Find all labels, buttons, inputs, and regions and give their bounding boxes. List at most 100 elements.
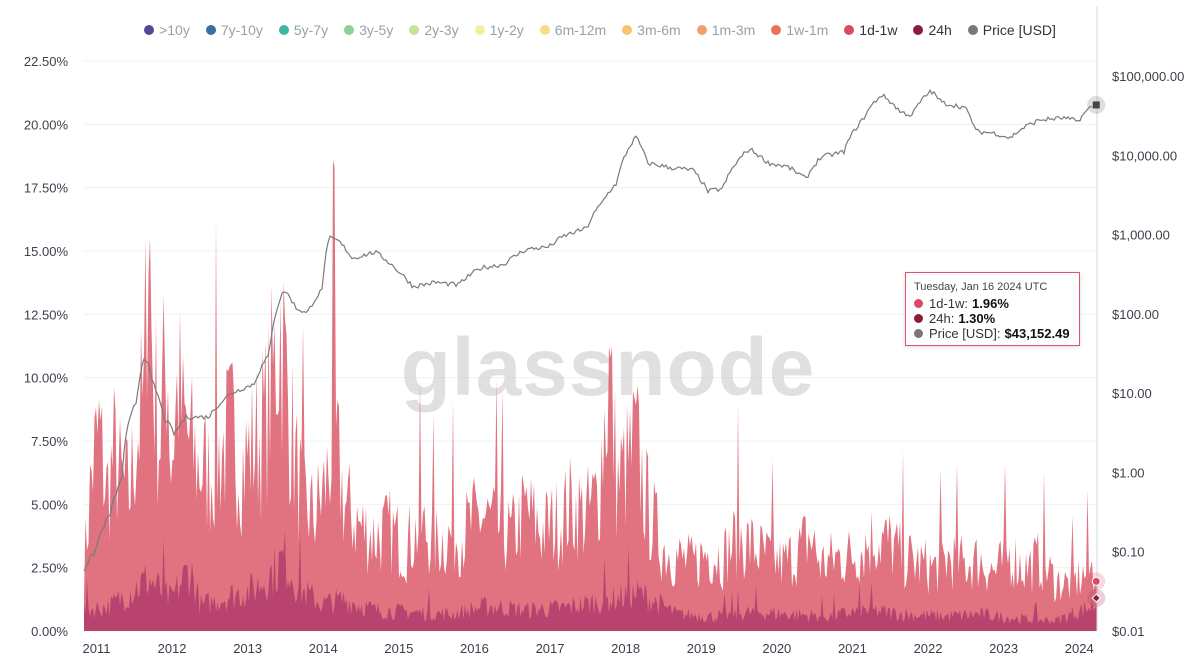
- left-axis-tick: 5.00%: [31, 497, 68, 512]
- watermark: glassnode: [401, 322, 816, 413]
- x-axis-tick: 2024: [1065, 641, 1094, 656]
- left-axis-tick: 17.50%: [24, 181, 69, 196]
- legend-dot: [696, 25, 707, 35]
- legend-item[interactable]: 1m-3m: [696, 22, 756, 38]
- right-axis-tick: $10.00: [1112, 386, 1152, 401]
- x-axis-tick: 2018: [611, 641, 640, 656]
- legend-item[interactable]: 2y-3y: [409, 22, 459, 38]
- legend-item[interactable]: 5y-7y: [278, 22, 329, 38]
- area-series: [84, 160, 1097, 631]
- tooltip-series-value: 1.96%: [972, 296, 1009, 311]
- left-axis-tick: 2.50%: [31, 561, 68, 576]
- left-axis-tick: 20.00%: [24, 117, 69, 132]
- legend-label: 1m-3m: [711, 22, 756, 38]
- legend-label: 3m-6m: [637, 22, 681, 38]
- tooltip-series-name: 24h:: [929, 311, 955, 326]
- area-24h: [84, 530, 1097, 631]
- x-axis-tick: 2023: [989, 641, 1018, 656]
- x-axis-tick: 2022: [914, 641, 943, 656]
- legend-label: 5y-7y: [293, 22, 329, 38]
- x-axis-tick: 2021: [838, 641, 867, 656]
- tooltip-series-value: 1.30%: [958, 311, 996, 326]
- right-axis-tick: $1.00: [1112, 465, 1145, 480]
- legend-label: 7y-10y: [220, 22, 263, 38]
- legend-dot: [622, 25, 633, 35]
- legend: >10y 7y-10y 5y-7y 3y-5y 2y-3y 1y-2y 6m-12m 3m-6…: [0, 18, 1200, 42]
- legend-dot: [144, 25, 155, 35]
- legend-label: Price [USD]: [982, 22, 1056, 38]
- marker-24h: [1091, 593, 1101, 603]
- tooltip-dot: [914, 329, 923, 338]
- left-axis-tick: 0.00%: [31, 624, 68, 639]
- legend-label: 1w-1m: [786, 22, 829, 38]
- legend-dot: [278, 25, 289, 35]
- tooltip-row: 24h: 1.30%: [914, 311, 1079, 326]
- x-axis-tick: 2020: [762, 641, 791, 656]
- right-axis-tick: $100,000.00: [1112, 69, 1184, 84]
- x-axis-tick: 2012: [158, 641, 187, 656]
- tooltip-dot: [914, 314, 923, 323]
- legend-label: 1y-2y: [489, 22, 524, 38]
- legend-item[interactable]: >10y: [144, 22, 190, 38]
- axes: 0.00% 2.50% 5.00% 7.50% 10.00% 12.50% 15.00% 17…: [24, 6, 1184, 656]
- legend-item[interactable]: 1y-2y: [474, 22, 524, 38]
- legend-item[interactable]: 1d-1w: [844, 22, 897, 38]
- x-axis-tick: 2016: [460, 641, 489, 656]
- legend-dot: [539, 25, 550, 35]
- left-axis-tick: 12.50%: [24, 307, 69, 322]
- tooltip-series-value: $43,152.49: [1004, 326, 1070, 341]
- legend-item[interactable]: 1w-1m: [771, 22, 828, 38]
- left-axis-tick: 7.50%: [31, 434, 68, 449]
- legend-label: >10y: [159, 22, 190, 38]
- line-price: [83, 88, 1093, 572]
- right-axis-tick: $0.10: [1112, 545, 1145, 560]
- current-markers: [1087, 95, 1106, 608]
- x-axis-tick: 2011: [82, 641, 110, 656]
- tooltip-row: 1d-1w: 1.96%: [914, 296, 1079, 311]
- legend-item[interactable]: 6m-12m: [539, 22, 607, 38]
- price-series: [83, 88, 1093, 572]
- legend-dot: [409, 25, 420, 35]
- tooltip: Tuesday, Jan 16 2024 UTC 1d-1w: 1.96% 24h:…: [905, 272, 1080, 346]
- right-axis-tick: $10,000.00: [1112, 148, 1177, 163]
- legend-label: 1d-1w: [859, 22, 898, 38]
- right-axis-tick: $1,000.00: [1112, 228, 1170, 243]
- legend-dot: [844, 25, 855, 35]
- legend-item[interactable]: 24h: [913, 22, 952, 38]
- legend-dot: [967, 25, 978, 35]
- x-axis-tick: 2015: [384, 641, 413, 656]
- legend-dot: [205, 25, 216, 35]
- area-1d-1w: [84, 160, 1097, 631]
- legend-label: 24h: [928, 22, 952, 38]
- left-axis-tick: 15.00%: [24, 244, 69, 259]
- legend-label: 6m-12m: [554, 22, 607, 38]
- watermark-text: glassnode: [401, 322, 816, 413]
- legend-dot: [474, 25, 485, 35]
- x-axis-tick: 2017: [536, 641, 565, 656]
- legend-dot: [344, 25, 355, 35]
- x-axis-tick: 2013: [233, 641, 262, 656]
- tooltip-dot: [914, 299, 923, 308]
- tooltip-series-name: Price [USD]:: [929, 326, 1001, 341]
- legend-item[interactable]: 7y-10y: [205, 22, 263, 38]
- left-axis-tick: 10.00%: [24, 371, 69, 386]
- x-axis-tick: 2019: [687, 641, 716, 656]
- right-axis-tick: $0.01: [1112, 624, 1145, 639]
- marker-1d-1w: [1091, 576, 1101, 586]
- tooltip-rows: 1d-1w: 1.96% 24h: 1.30% Price [USD]: $43,152.…: [914, 296, 1079, 341]
- legend-dot: [771, 25, 782, 35]
- right-axis-tick: $100.00: [1112, 307, 1159, 322]
- left-axis-tick: 22.50%: [24, 54, 69, 69]
- tooltip-date: Tuesday, Jan 16 2024 UTC: [914, 281, 1048, 293]
- tooltip-series-name: 1d-1w:: [929, 296, 969, 311]
- x-axis-tick: 2014: [309, 641, 338, 656]
- legend-label: 2y-3y: [424, 22, 459, 38]
- legend-item[interactable]: 3m-6m: [622, 22, 681, 38]
- legend-dot: [913, 25, 924, 35]
- legend-item[interactable]: Price [USD]: [967, 22, 1056, 38]
- tooltip-row: Price [USD]: $43,152.49: [914, 326, 1079, 341]
- legend-item[interactable]: 3y-5y: [344, 22, 393, 38]
- marker-price: [1092, 101, 1100, 109]
- legend-label: 3y-5y: [359, 22, 394, 38]
